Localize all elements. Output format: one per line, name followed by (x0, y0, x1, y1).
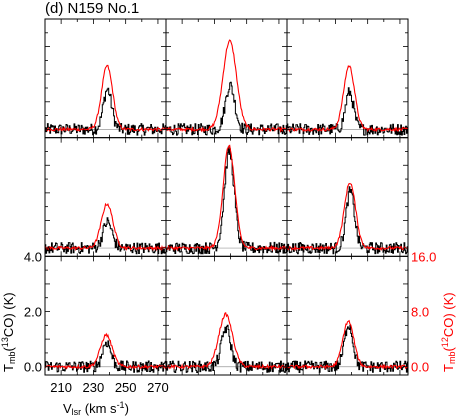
spectrum-panel (165, 255, 288, 376)
spectrum-13co (166, 146, 288, 255)
spectrum-13co (166, 324, 288, 373)
panel-frame (44, 137, 167, 257)
x-tick-label: 270 (147, 380, 169, 395)
spectrum-13co (166, 81, 288, 136)
panel-frame (286, 18, 409, 139)
panel-grid (44, 18, 409, 376)
spectrum-12co (44, 202, 167, 252)
x-tick-label: 230 (83, 380, 105, 395)
spectrum-panel (286, 18, 409, 139)
panel-frame (286, 255, 409, 376)
spectrum-13co (287, 87, 409, 136)
spectrum-panel (286, 137, 409, 257)
spectrum-12co (165, 39, 288, 133)
spectrum-panel (44, 255, 167, 376)
y-tick-label-right: 0.0 (411, 360, 429, 375)
y-tick-label-left: 2.0 (24, 305, 42, 320)
spectrum-12co (286, 319, 409, 370)
panel-frame (44, 18, 167, 139)
spectrum-panel (165, 18, 288, 139)
spectrum-12co (44, 332, 167, 370)
panel-frame (44, 255, 167, 376)
x-tick-label: 250 (115, 380, 137, 395)
spectrum-panel (286, 255, 409, 376)
panel-frame (165, 18, 288, 139)
y-tick-label-right: 16.0 (411, 249, 436, 264)
spectrum-12co (286, 65, 409, 133)
tick-labels: 210 230 250 270 0.0 2.0 4.0 0.0 8.0 16.0 (24, 249, 436, 395)
y-tick-label-left: 0.0 (24, 360, 42, 375)
spectrum-12co (286, 183, 409, 251)
spectrum-panel (44, 18, 167, 139)
spectrum-panel (165, 137, 288, 257)
y-tick-label-right: 8.0 (411, 305, 429, 320)
spectrum-12co (165, 144, 288, 252)
x-tick-label: 210 (50, 380, 72, 395)
y-axis-title-right: Tmb(12CO) (K) (440, 292, 457, 372)
y-tick-label-left: 4.0 (24, 249, 42, 264)
spectrum-13co (287, 324, 409, 373)
spectrum-12co (44, 64, 167, 133)
spectrum-13co (287, 186, 409, 255)
y-axis-title-left: Tmb(13CO) (K) (0, 292, 17, 372)
spectrum-panel (44, 137, 167, 257)
chart-title: (d) N159 No.1 (45, 0, 139, 17)
x-axis-title: Vlsr (km s-1) (63, 400, 129, 417)
spectrum-13co (45, 217, 167, 255)
spectrum-12co (165, 311, 288, 370)
panel-frame (286, 137, 409, 257)
